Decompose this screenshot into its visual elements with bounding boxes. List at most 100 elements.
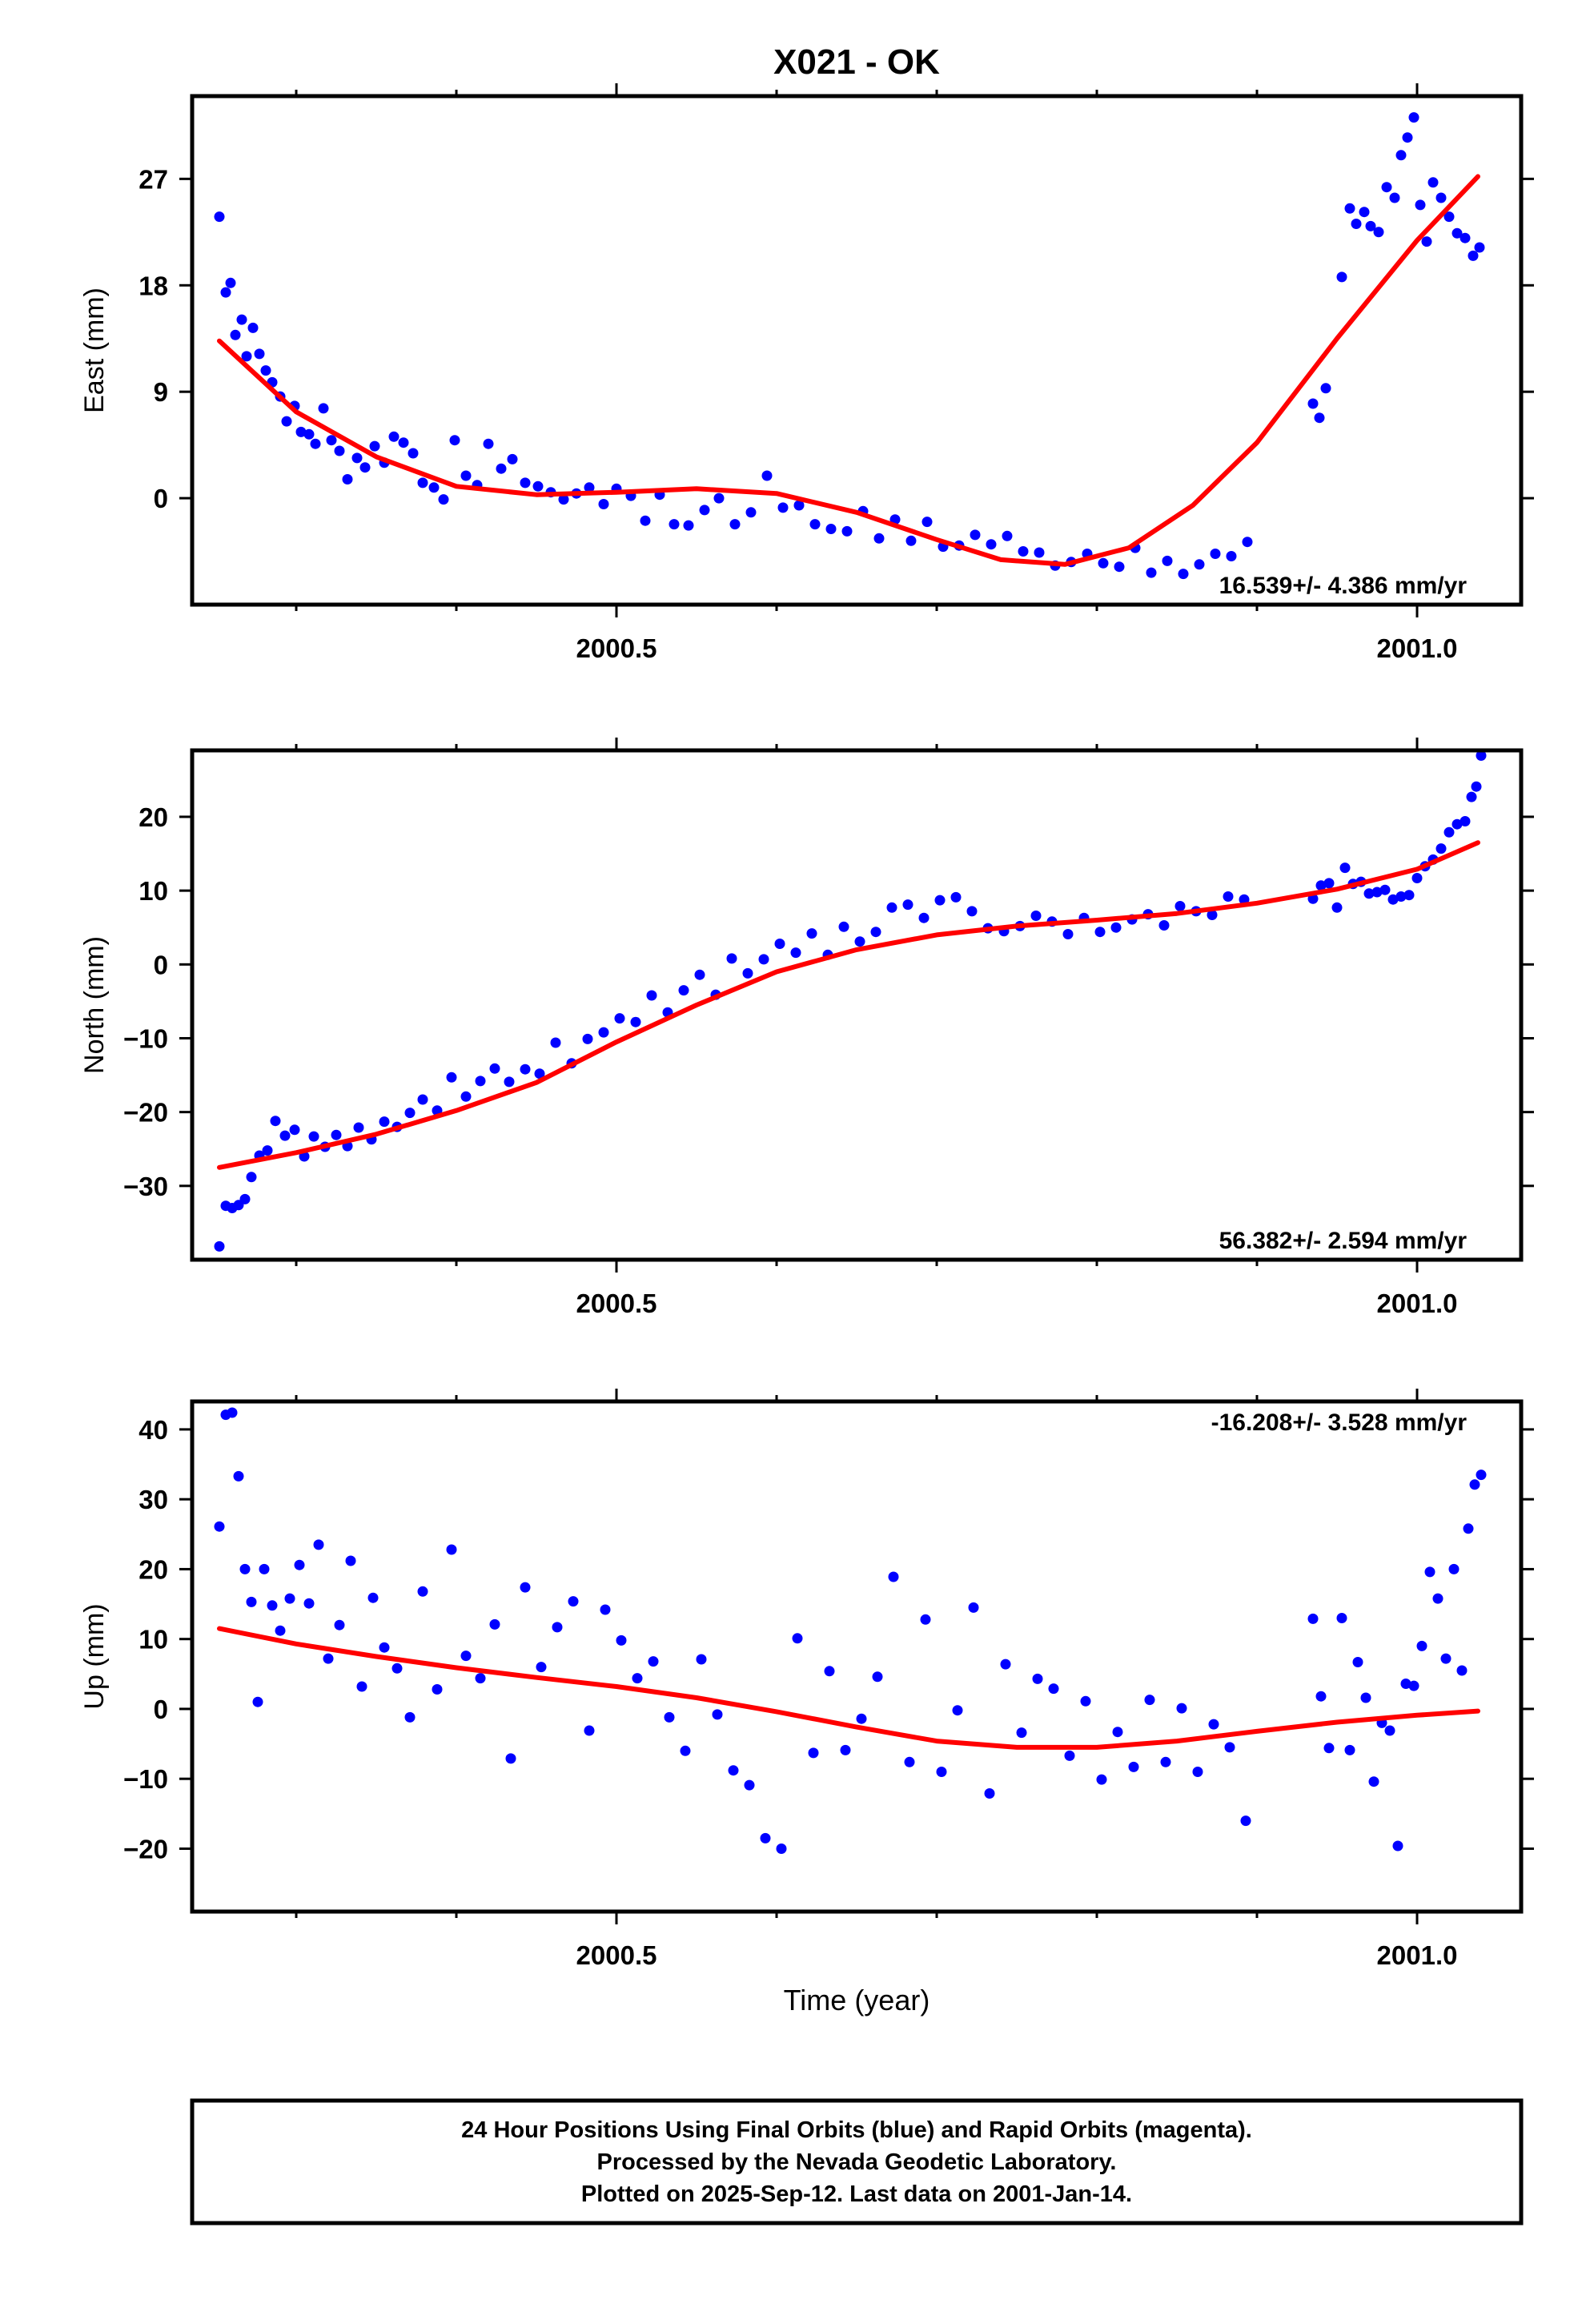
y-tick-label: 0 [154, 950, 168, 979]
data-point [1146, 567, 1157, 578]
data-point [806, 928, 817, 939]
data-point [227, 1407, 238, 1418]
data-point [872, 1671, 883, 1683]
data-point [1460, 232, 1471, 243]
data-point [1466, 791, 1477, 802]
data-point [1408, 112, 1419, 123]
panel-east: 2000.5 2001.0 0 9 18 27 East (mm) 16.539+/- 4.3… [79, 83, 1534, 663]
data-point [1395, 891, 1407, 902]
data-point [1448, 1563, 1460, 1574]
data-point [334, 445, 345, 456]
data-point [840, 1744, 851, 1755]
data-point [614, 1013, 625, 1024]
data-point [1415, 199, 1426, 211]
data-point [408, 448, 419, 459]
footer-line-3: Plotted on 2025-Sep-12. Last data on 200… [581, 2181, 1132, 2207]
data-point [281, 416, 292, 427]
data-point [808, 1747, 819, 1759]
data-point [1363, 888, 1375, 899]
data-point [214, 1521, 225, 1532]
data-point [532, 480, 544, 492]
data-point [986, 539, 997, 550]
data-point [391, 1663, 403, 1674]
data-point [536, 1662, 547, 1673]
data-point [1000, 1659, 1011, 1670]
data-point [792, 1633, 803, 1644]
data-point [1240, 1815, 1251, 1827]
data-point [520, 477, 531, 489]
data-point [398, 437, 409, 448]
data-point [1194, 559, 1205, 570]
data-point [1460, 816, 1471, 826]
data-point [1034, 547, 1045, 558]
data-point [1373, 227, 1384, 238]
data-point [1411, 873, 1423, 883]
data-point [379, 1642, 390, 1653]
data-point [841, 525, 853, 537]
data-point [584, 1725, 595, 1736]
data-point [1002, 530, 1013, 541]
data-point [1435, 843, 1447, 854]
data-point [318, 403, 329, 414]
data-point [699, 505, 710, 516]
data-point [356, 1681, 367, 1692]
data-point [489, 1618, 500, 1630]
data-point [1368, 1776, 1379, 1787]
data-point [1176, 1703, 1187, 1714]
data-point [1392, 1840, 1403, 1852]
data-point [1403, 890, 1415, 901]
data-point [1443, 826, 1455, 838]
data-point [728, 1765, 739, 1776]
data-point [1226, 551, 1237, 561]
data-point [260, 365, 271, 376]
data-point [712, 1709, 723, 1720]
figure-title: X021 - OK [773, 42, 940, 82]
data-point [446, 1072, 457, 1083]
y-tick-label: 30 [139, 1485, 168, 1514]
data-point [428, 482, 440, 493]
data-point [247, 322, 259, 333]
data-point [1474, 242, 1485, 253]
data-point [918, 912, 930, 923]
data-point [313, 1539, 324, 1550]
data-point [275, 1625, 286, 1636]
y-tick-label: 20 [139, 1554, 168, 1584]
data-point [1307, 398, 1319, 409]
data-point [921, 517, 933, 528]
data-point [1307, 1613, 1319, 1624]
data-point [856, 1713, 867, 1724]
data-point [584, 482, 595, 493]
data-point [353, 1122, 364, 1133]
data-point [1395, 150, 1407, 161]
trend-line-north [217, 840, 1480, 1170]
data-point [1468, 250, 1479, 261]
data-point [1469, 1479, 1480, 1490]
data-point [886, 902, 897, 913]
data-point [270, 1116, 281, 1127]
data-point [417, 1586, 428, 1597]
data-point [1192, 1767, 1203, 1777]
data-point [252, 1696, 263, 1707]
data-point [284, 1593, 295, 1604]
data-point [761, 470, 773, 481]
data-point [598, 1027, 609, 1038]
data-point [790, 947, 801, 959]
data-point [1210, 549, 1221, 559]
data-point [417, 477, 428, 489]
y-tick-label: 9 [154, 377, 168, 407]
data-point [1402, 132, 1413, 143]
data-point [1432, 1593, 1443, 1604]
data-point [745, 507, 757, 518]
data-point [379, 1116, 390, 1128]
data-point [1016, 1727, 1027, 1739]
data-point [351, 452, 363, 464]
data-point [225, 277, 236, 288]
data-point [449, 435, 460, 446]
rate-annotation-east: 16.539+/- 4.386 mm/yr [1219, 573, 1468, 599]
data-point [1352, 1657, 1363, 1667]
y-axis-label-up: Up (mm) [79, 1603, 110, 1709]
data-point [475, 1076, 486, 1087]
data-point [1443, 211, 1455, 223]
data-point [460, 1651, 472, 1662]
